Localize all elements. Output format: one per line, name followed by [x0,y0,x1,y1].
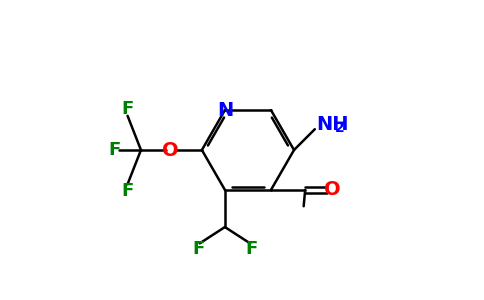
Text: F: F [121,182,134,200]
Text: NH: NH [317,115,349,134]
Text: F: F [193,240,205,258]
Text: N: N [217,100,233,120]
Text: F: F [121,100,134,118]
Text: F: F [245,240,257,258]
Text: 2: 2 [335,121,345,135]
Text: F: F [108,141,121,159]
Text: O: O [324,180,341,200]
Text: O: O [162,140,179,160]
